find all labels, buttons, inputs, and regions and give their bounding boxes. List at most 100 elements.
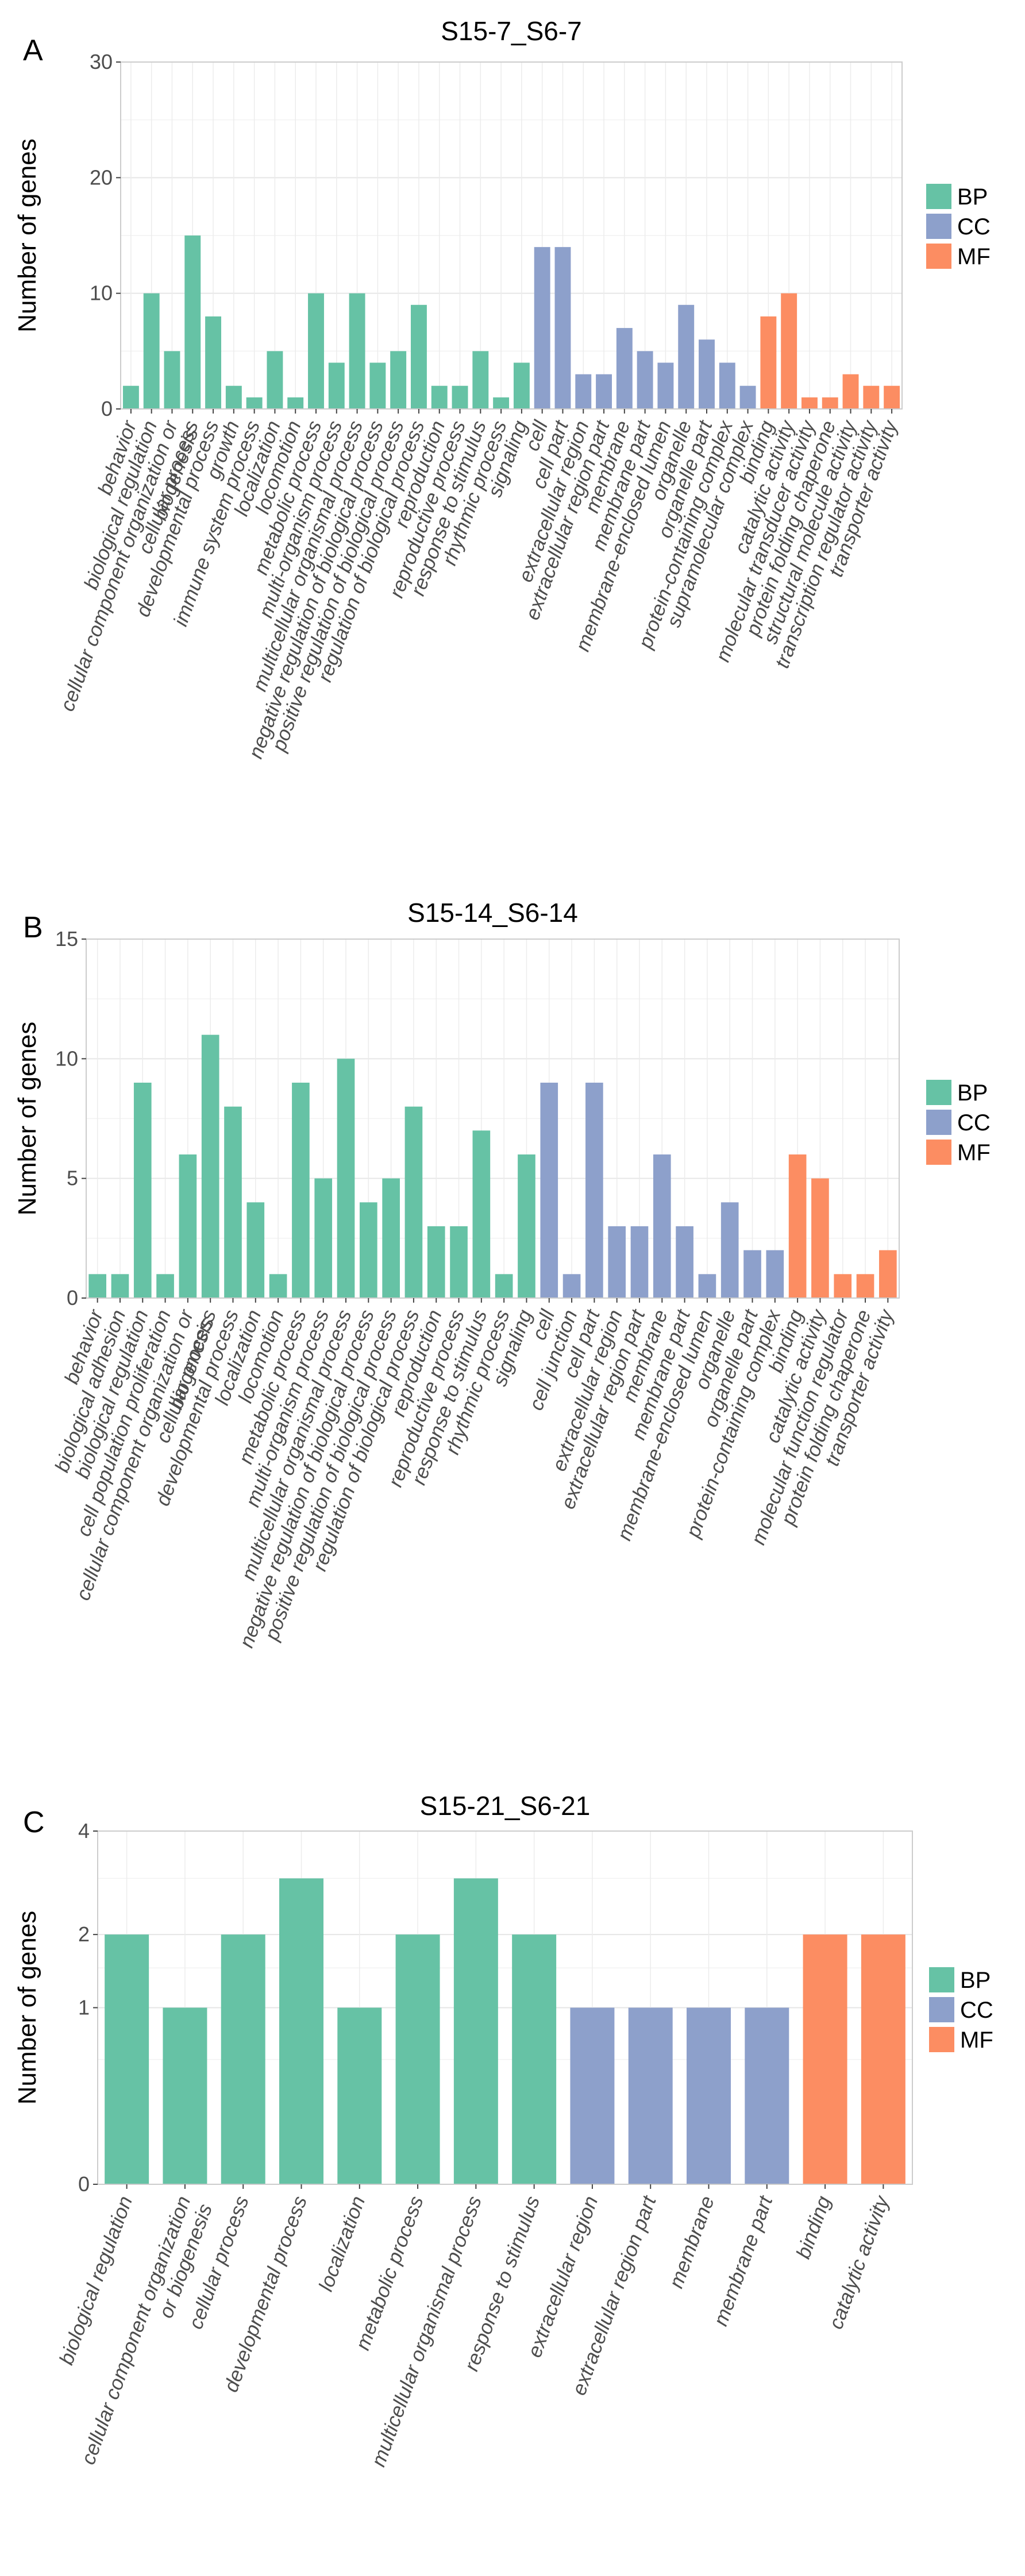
- bar-localization: [267, 351, 283, 409]
- y-tick-label: 30: [90, 50, 113, 74]
- legend-swatch-mf: [926, 244, 951, 269]
- chart-title: S15-7_S6-7: [441, 16, 582, 46]
- y-tick-label: 15: [55, 927, 78, 951]
- bar-organelle-part: [699, 339, 715, 409]
- legend-swatch-bp: [929, 1967, 954, 1992]
- y-tick-label: 0: [101, 397, 113, 420]
- legend-label-cc: CC: [960, 1998, 993, 2023]
- bar-developmental-process: [279, 1878, 323, 2184]
- bar-molecular-transducer-activity: [801, 397, 818, 409]
- legend-label-bp: BP: [957, 1080, 988, 1106]
- bar-cellular-process: [201, 1034, 219, 1298]
- bar-biological-regulation: [105, 1934, 149, 2184]
- bar-metabolic-process: [395, 1934, 440, 2184]
- bar-organelle: [678, 304, 695, 409]
- bar-locomotion: [287, 397, 304, 409]
- bar-molecular-function-regulator: [834, 1274, 852, 1298]
- bar-extracellular-region-part: [596, 374, 612, 409]
- bar-biological-regulation: [143, 293, 160, 409]
- bar-negative-regulation-of-biological-process: [369, 362, 386, 409]
- panel-letter: C: [23, 1806, 45, 1839]
- bar-protein-folding-chaperone: [856, 1274, 874, 1298]
- legend-swatch-cc: [926, 214, 951, 239]
- legend-label-cc: CC: [957, 214, 991, 240]
- bar-growth: [225, 385, 242, 409]
- bar-catalytic-activity: [781, 293, 797, 409]
- y-tick-label: 20: [90, 165, 113, 189]
- bar-protein-containing-complex: [719, 362, 735, 409]
- bar-multi-organism-process: [314, 1178, 333, 1298]
- bar-membrane: [616, 328, 633, 409]
- legend-label-mf: MF: [957, 244, 991, 269]
- bar-metabolic-process: [308, 293, 324, 409]
- legend-swatch-bp: [926, 1080, 951, 1105]
- bar-rhythmic-process: [493, 397, 510, 409]
- bar-transcription-regulator-activity: [863, 385, 880, 409]
- bar-biological-regulation: [133, 1083, 152, 1298]
- bar-negative-regulation-of-biological-process: [359, 1202, 377, 1298]
- y-axis-title: Number of genes: [13, 1911, 41, 2105]
- bar-reproductive-process: [450, 1226, 468, 1298]
- bar-binding: [803, 1934, 847, 2184]
- bar-localization: [337, 2007, 382, 2184]
- x-tick-label: binding: [792, 2193, 835, 2262]
- bar-cell-part: [585, 1083, 603, 1298]
- bar-membrane: [687, 2007, 731, 2184]
- x-tick-label: cellular component organizationor biogen…: [77, 2193, 217, 2475]
- bar-cell: [540, 1083, 558, 1298]
- bar-supramolecular-complex: [739, 385, 756, 409]
- bar-multicellular-organismal-process: [337, 1059, 355, 1298]
- bar-binding: [760, 316, 777, 409]
- bar-response-to-stimulus: [472, 351, 489, 409]
- x-tick-label: membrane: [665, 2193, 719, 2291]
- bar-cell-junction: [562, 1274, 581, 1298]
- bar-membrane-enclosed-lumen: [698, 1274, 716, 1298]
- bar-locomotion: [269, 1274, 287, 1298]
- bar-protein-folding-chaperone: [822, 397, 838, 409]
- y-tick-label: 10: [90, 281, 113, 305]
- bar-reproduction: [427, 1226, 445, 1298]
- bar-membrane-enclosed-lumen: [657, 362, 674, 409]
- bar-biological-adhesion: [111, 1274, 129, 1298]
- bar-developmental-process: [224, 1106, 242, 1298]
- bar-structural-molecule-activity: [842, 374, 859, 409]
- bar-multicellular-organismal-process: [349, 293, 365, 409]
- bar-response-to-stimulus: [512, 1934, 557, 2184]
- bar-membrane-part: [676, 1226, 693, 1298]
- legend-label-mf: MF: [957, 1140, 991, 1165]
- bar-multicellular-organismal-process: [453, 1878, 498, 2184]
- legend-label-bp: BP: [957, 184, 988, 210]
- bar-immune-system-process: [246, 397, 263, 409]
- bar-localization: [246, 1202, 265, 1298]
- bar-developmental-process: [205, 316, 222, 409]
- legend-label-bp: BP: [960, 1968, 991, 1993]
- bar-regulation-of-biological-process: [404, 1106, 423, 1298]
- legend-swatch-cc: [929, 1997, 954, 2022]
- bar-cellular-component-organization-or-biogenesis: [164, 351, 180, 409]
- y-axis-title: Number of genes: [13, 138, 41, 333]
- legend-swatch-mf: [926, 1140, 951, 1165]
- chart-title: S15-21_S6-21: [420, 1791, 591, 1821]
- bar-signaling: [513, 362, 530, 409]
- bar-protein-containing-complex: [766, 1250, 784, 1298]
- y-tick-label: 10: [55, 1046, 78, 1070]
- bar-transporter-activity: [879, 1250, 897, 1298]
- bar-extracellular-region: [570, 2007, 615, 2184]
- bar-binding: [788, 1154, 807, 1298]
- bar-positive-regulation-of-biological-process: [390, 351, 407, 409]
- y-tick-label: 0: [78, 2172, 90, 2196]
- bar-membrane-part: [637, 351, 653, 409]
- y-tick-label: 2: [78, 1922, 90, 1946]
- y-tick-label: 0: [67, 1286, 78, 1310]
- bar-membrane: [653, 1154, 671, 1298]
- bar-positive-regulation-of-biological-process: [382, 1178, 400, 1298]
- bar-catalytic-activity: [861, 1934, 905, 2184]
- bar-extracellular-region: [575, 374, 592, 409]
- y-tick-label: 1: [78, 1996, 90, 2019]
- legend-label-mf: MF: [960, 2027, 993, 2053]
- bar-transporter-activity: [884, 385, 900, 409]
